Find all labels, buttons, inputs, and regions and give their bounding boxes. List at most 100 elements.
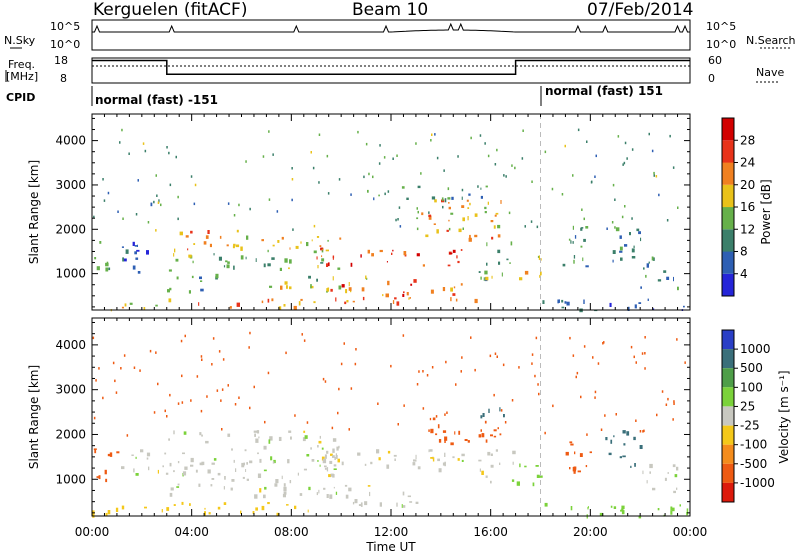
- ytick-label: 1000: [55, 472, 86, 486]
- echo-cell: [490, 220, 494, 223]
- echo-cell: [412, 462, 416, 466]
- echo-cell: [198, 483, 201, 487]
- echo-cell: [458, 430, 461, 435]
- echo-cell: [313, 250, 317, 254]
- echo-cell: [200, 288, 204, 292]
- echo-cell: [246, 478, 249, 481]
- echo-cell: [452, 249, 456, 253]
- echo-cell: [109, 452, 113, 457]
- echo-cell: [226, 264, 230, 269]
- echo-cell: [98, 475, 101, 480]
- power-echoes: [93, 114, 685, 313]
- echo-cell: [292, 228, 294, 231]
- echo-cell: [176, 486, 180, 488]
- echo-cell: [379, 144, 381, 147]
- nsearch-label: N.Search: [746, 34, 796, 47]
- echo-cell: [306, 421, 309, 424]
- echo-cell: [615, 227, 620, 232]
- echo-cell: [253, 430, 258, 433]
- echo-cell: [539, 274, 541, 278]
- echo-cell: [612, 250, 616, 254]
- ytick-label: 2000: [55, 222, 86, 236]
- echo-cell: [595, 154, 597, 158]
- echo-cell: [587, 507, 589, 510]
- echo-cell: [428, 215, 432, 220]
- echo-cell: [205, 235, 209, 239]
- echo-cell: [564, 301, 567, 304]
- echo-cell: [407, 495, 411, 498]
- echo-cell: [168, 438, 170, 441]
- echo-cell: [619, 235, 622, 239]
- echo-cell: [115, 391, 118, 394]
- echo-cell: [92, 510, 95, 515]
- echo-cell: [210, 484, 213, 487]
- echo-cell: [232, 245, 235, 249]
- echo-cell: [268, 439, 271, 444]
- echo-cell: [283, 491, 287, 495]
- echo-cell: [213, 458, 217, 461]
- echo-cell: [401, 504, 403, 508]
- echo-cell: [128, 152, 130, 155]
- echo-cell: [335, 455, 338, 459]
- colorbar-swatch: [722, 251, 734, 274]
- echo-cell: [306, 454, 310, 457]
- colorbar-tick-label: 1000: [740, 342, 771, 356]
- echo-cell: [207, 230, 210, 234]
- echo-cell: [120, 367, 122, 370]
- echo-cell: [350, 387, 353, 390]
- echo-cell: [267, 298, 270, 303]
- echo-cell: [289, 480, 292, 484]
- echo-cell: [235, 244, 240, 248]
- echo-cell: [396, 154, 398, 157]
- echo-cell: [499, 433, 502, 436]
- echo-cell: [188, 290, 191, 294]
- echo-cell: [544, 502, 548, 507]
- colorbar-swatch: [722, 387, 734, 407]
- echo-cell: [535, 465, 539, 467]
- echo-cell: [586, 433, 588, 436]
- echo-cell: [223, 265, 226, 268]
- echo-cell: [132, 241, 135, 246]
- echo-cell: [337, 267, 341, 270]
- echo-cell: [300, 298, 303, 301]
- echo-cell: [170, 487, 174, 491]
- echo-cell: [458, 228, 462, 233]
- echo-cell: [570, 506, 573, 511]
- echo-cell: [337, 458, 340, 463]
- echo-cell: [329, 494, 333, 499]
- echo-cell: [620, 509, 624, 512]
- echo-cell: [430, 428, 434, 434]
- echo-cell: [324, 454, 327, 459]
- echo-cell: [417, 210, 419, 214]
- echo-cell: [669, 134, 671, 138]
- echo-cell: [310, 284, 312, 289]
- echo-cell: [160, 203, 162, 207]
- echo-cell: [166, 146, 168, 149]
- echo-cell: [365, 275, 367, 279]
- echo-cell: [676, 487, 678, 490]
- echo-cell: [495, 212, 499, 215]
- echo-cell: [321, 258, 325, 262]
- echo-cell: [524, 225, 526, 228]
- echo-cell: [403, 291, 405, 294]
- echo-cell: [200, 280, 203, 282]
- echo-cell: [184, 334, 186, 338]
- echo-cell: [306, 242, 309, 247]
- echo-cell: [211, 462, 215, 465]
- echo-cell: [168, 151, 170, 155]
- nsearch-ytick-bottom: 10^0: [706, 38, 736, 51]
- ytick-label: 3000: [55, 383, 86, 397]
- colorbar-swatch: [722, 140, 734, 163]
- echo-cell: [256, 430, 260, 434]
- echo-cell: [278, 436, 282, 441]
- echo-cell: [635, 361, 637, 364]
- echo-cell: [431, 366, 434, 369]
- echo-cell: [442, 287, 446, 292]
- echo-cell: [161, 509, 163, 513]
- echo-cell: [319, 435, 321, 439]
- echo-cell: [318, 181, 320, 184]
- echo-cell: [340, 362, 343, 366]
- echo-cell: [264, 486, 267, 490]
- echo-cell: [168, 298, 172, 303]
- echo-cell: [474, 234, 478, 238]
